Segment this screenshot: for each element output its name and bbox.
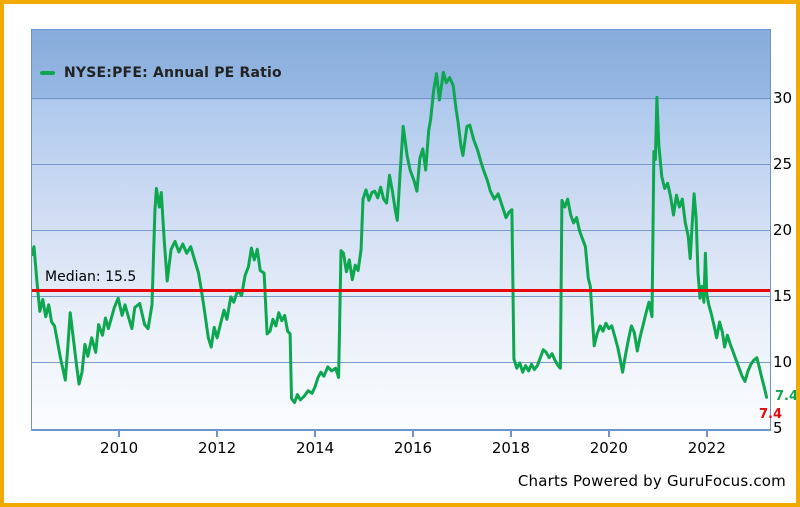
median-line [32, 288, 770, 292]
last-value-label-green: 7.4 [775, 389, 799, 404]
pe-ratio-line-series [32, 70, 769, 405]
y-tick-label-20: 20 [773, 220, 793, 239]
y-tick-label-30: 30 [773, 88, 793, 107]
y-tick-label-25: 25 [773, 154, 793, 173]
y-tick-label-5: 5 [773, 419, 783, 437]
x-tick-label-2020: 2020 [589, 439, 628, 457]
x-tick-label-2016: 2016 [393, 439, 433, 457]
footer-attribution: Charts Powered by GuruFocus.com [517, 472, 786, 490]
x-tick-2010 [118, 429, 121, 437]
legend: NYSE:PFE: Annual PE Ratio [40, 65, 282, 81]
x-tick-2018 [509, 429, 512, 437]
plot-area: Median: 15.5 NYSE:PFE: Annual PE Ratio [31, 29, 771, 431]
legend-label: NYSE:PFE: Annual PE Ratio [64, 65, 282, 81]
x-tick-label-2012: 2012 [197, 439, 237, 457]
x-tick-2012 [216, 429, 219, 437]
legend-line-swatch-icon [40, 71, 55, 75]
gridline-15 [32, 296, 770, 298]
gridline-30 [32, 98, 770, 100]
x-tick-label-2014: 2014 [295, 439, 335, 457]
x-tick-label-2010: 2010 [100, 439, 139, 457]
x-tick-label-2022: 2022 [687, 439, 726, 457]
x-tick-label-2018: 2018 [491, 439, 530, 457]
x-tick-2016 [411, 429, 414, 437]
y-tick-label-15: 15 [773, 286, 793, 305]
x-tick-2022 [705, 429, 708, 437]
y-tick-label-10: 10 [773, 352, 793, 371]
gridline-20 [32, 230, 770, 232]
last-value-label-red: 7.4 [759, 407, 783, 422]
x-tick-2014 [314, 429, 317, 437]
gridline-10 [32, 362, 770, 364]
x-tick-2020 [607, 429, 610, 437]
median-label: Median: 15.5 [45, 269, 137, 285]
